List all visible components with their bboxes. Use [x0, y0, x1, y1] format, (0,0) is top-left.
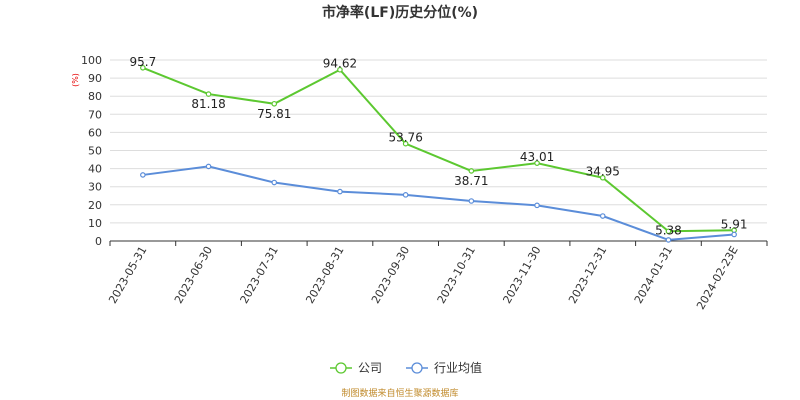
data-point[interactable] [271, 179, 278, 186]
y-unit-label: (%) [71, 73, 80, 87]
data-label: 5.91 [721, 217, 748, 231]
y-tick-label: 0 [95, 235, 102, 248]
x-tick-label: 2024-02-23E [694, 244, 741, 312]
x-tick-label: 2024-01-31 [632, 244, 675, 306]
data-point[interactable] [271, 100, 278, 107]
data-point[interactable] [337, 188, 343, 195]
data-point[interactable] [140, 172, 146, 178]
chart-title: 市净率(LF)历史分位(%) [322, 4, 478, 21]
series-line-1 [142, 165, 735, 241]
legend-item-1[interactable]: 行业均值 [406, 360, 482, 375]
data-point[interactable] [402, 140, 409, 147]
data-label: 75.81 [257, 107, 291, 121]
x-tick-label: 2023-11-30 [500, 244, 543, 306]
data-point[interactable] [534, 160, 540, 166]
data-label: 94.62 [323, 57, 357, 71]
y-tick-label: 90 [88, 72, 102, 85]
data-point[interactable] [205, 163, 212, 170]
data-label: 53.76 [388, 131, 422, 145]
data-point[interactable] [205, 91, 212, 97]
data-point[interactable] [140, 64, 146, 71]
x-tick-label: 2023-12-31 [566, 244, 609, 306]
x-tick-label: 2023-06-30 [172, 244, 215, 306]
x-tick-label: 2023-05-31 [106, 244, 149, 306]
data-point[interactable] [665, 237, 672, 243]
data-point[interactable] [731, 231, 737, 238]
legend-swatch-marker [411, 362, 423, 374]
x-tick-label: 2023-08-31 [303, 244, 346, 306]
data-point[interactable] [599, 213, 606, 219]
data-label: 95.7 [129, 55, 156, 69]
legend-item-0[interactable]: 公司 [330, 361, 382, 375]
series-line-0 [142, 66, 735, 233]
x-axis: 2023-05-31 2023-06-30 2023-07-31 2023-08-31… [106, 240, 768, 312]
series-layer [140, 64, 737, 243]
y-tick-label: 40 [88, 163, 102, 176]
data-point[interactable] [468, 198, 475, 204]
data-label: 5.38 [655, 223, 682, 237]
x-tick-label: 2023-10-31 [435, 244, 478, 306]
data-point[interactable] [337, 66, 343, 73]
data-labels: 95.7 81.18 75.81 94.62 53.76 38.71 43.01 34.95 5… [129, 55, 747, 237]
y-tick-label: 30 [88, 181, 102, 194]
data-point[interactable] [468, 168, 475, 174]
data-point[interactable] [534, 202, 540, 209]
data-label: 43.01 [520, 150, 554, 164]
data-label: 81.18 [191, 97, 225, 111]
y-tick-label: 50 [88, 145, 102, 158]
x-tick-label: 2023-09-30 [369, 244, 412, 306]
y-tick-label: 60 [88, 126, 102, 139]
data-label: 38.71 [454, 174, 488, 188]
data-label: 34.95 [586, 165, 620, 179]
data-point[interactable] [599, 174, 606, 181]
y-tick-label: 70 [88, 108, 102, 121]
source-note: 制图数据来自恒生聚源数据库 [341, 387, 458, 399]
data-point[interactable] [402, 192, 409, 198]
legend-label: 公司 [358, 361, 382, 375]
y-tick-label: 100 [81, 54, 102, 67]
data-point[interactable] [665, 228, 672, 235]
legend-label: 行业均值 [434, 360, 482, 375]
legend[interactable]: 公司 行业均值 [330, 360, 482, 375]
y-tick-label: 20 [88, 199, 102, 212]
y-axis-ticks: 0 10 20 30 40 50 60 70 80 90 100 [81, 54, 102, 248]
legend-swatch-marker [335, 362, 347, 374]
x-tick-label: 2023-07-31 [238, 244, 281, 306]
y-tick-label: 80 [88, 90, 102, 103]
y-tick-label: 10 [88, 217, 102, 230]
